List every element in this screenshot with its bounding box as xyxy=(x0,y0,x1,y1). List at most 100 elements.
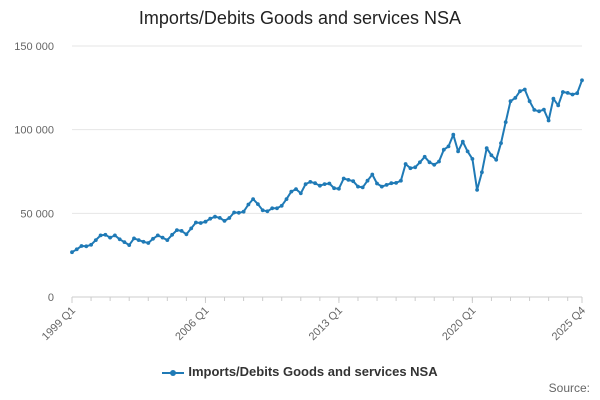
data-point xyxy=(551,96,556,101)
data-point xyxy=(427,160,432,165)
data-point xyxy=(379,184,384,189)
data-point xyxy=(351,179,356,184)
data-point xyxy=(499,141,503,146)
data-point xyxy=(84,244,89,249)
data-point xyxy=(284,197,289,202)
data-point xyxy=(480,170,484,175)
data-point xyxy=(260,208,265,213)
data-point xyxy=(294,187,298,192)
data-point xyxy=(98,233,103,238)
data-point xyxy=(146,241,151,245)
data-point xyxy=(494,157,499,162)
data-point xyxy=(275,206,279,211)
data-point xyxy=(503,120,508,124)
data-point xyxy=(303,182,308,187)
data-point xyxy=(236,210,241,215)
data-point xyxy=(489,153,494,158)
data-point xyxy=(542,107,546,112)
data-point xyxy=(103,232,108,237)
data-point xyxy=(446,144,451,149)
data-point xyxy=(70,250,74,255)
data-point xyxy=(165,238,170,243)
data-point xyxy=(570,92,575,97)
legend[interactable]: Imports/Debits Goods and services NSA xyxy=(0,364,600,379)
data-point xyxy=(89,242,93,247)
legend-label: Imports/Debits Goods and services NSA xyxy=(188,364,438,379)
series-line xyxy=(71,79,583,254)
grid-lines xyxy=(72,45,582,298)
data-point xyxy=(394,181,398,185)
data-point xyxy=(451,132,456,137)
data-point xyxy=(279,203,284,208)
axes xyxy=(71,296,583,303)
data-point xyxy=(341,176,346,181)
data-point xyxy=(198,221,203,225)
data-point xyxy=(270,206,275,211)
data-point xyxy=(437,159,441,164)
data-point xyxy=(441,147,446,152)
data-point xyxy=(475,188,479,192)
data-point xyxy=(432,162,437,167)
data-point xyxy=(370,172,375,177)
data-point xyxy=(298,191,303,196)
data-point xyxy=(232,210,237,215)
data-point xyxy=(141,239,146,244)
series-imports-debits xyxy=(70,78,584,255)
data-point xyxy=(365,178,370,183)
data-point xyxy=(170,232,175,237)
data-point xyxy=(384,183,389,187)
data-point xyxy=(360,185,365,190)
data-point xyxy=(418,160,422,165)
data-point xyxy=(246,202,251,207)
x-tick-label: 2006 Q1 xyxy=(173,305,211,343)
data-point xyxy=(184,232,189,237)
data-point xyxy=(189,226,194,231)
data-point xyxy=(337,186,341,191)
data-point xyxy=(389,181,394,186)
data-point xyxy=(241,209,246,214)
data-point xyxy=(413,165,418,170)
data-point xyxy=(289,189,294,194)
data-point xyxy=(313,181,317,186)
data-point xyxy=(322,182,327,187)
y-tick-label: 50 000 xyxy=(20,208,54,220)
x-tick-label: 1999 Q1 xyxy=(40,305,78,343)
data-point xyxy=(546,118,551,123)
data-point xyxy=(484,146,489,151)
data-point xyxy=(408,166,413,171)
data-point xyxy=(79,244,84,248)
y-tick-label: 150 000 xyxy=(14,41,54,53)
data-point xyxy=(575,91,580,96)
data-point xyxy=(565,91,570,95)
chart-title: Imports/Debits Goods and services NSA xyxy=(138,8,462,28)
data-point xyxy=(179,229,184,233)
y-tick-labels: 0 50 000 100 000 150 000 xyxy=(14,41,54,304)
data-point xyxy=(108,235,112,240)
x-tick-label: 2013 Q1 xyxy=(307,305,345,343)
data-point xyxy=(265,209,270,214)
data-point xyxy=(375,181,379,186)
data-point xyxy=(203,219,208,224)
data-point xyxy=(256,202,260,207)
data-point xyxy=(117,237,122,242)
data-point xyxy=(318,183,322,188)
x-tick-label: 2020 Q1 xyxy=(440,305,478,343)
x-tick-labels: 1999 Q1 2006 Q1 2013 Q1 2020 Q1 2025 Q4 xyxy=(40,305,588,343)
data-point xyxy=(537,109,541,114)
data-point xyxy=(460,139,465,144)
data-point xyxy=(356,184,360,189)
data-point xyxy=(403,162,408,166)
y-tick-label: 100 000 xyxy=(14,125,54,137)
data-point xyxy=(127,243,132,248)
source-label: Source: xyxy=(548,381,590,395)
data-point xyxy=(508,99,513,104)
data-point xyxy=(217,216,222,220)
data-point xyxy=(513,96,518,100)
x-tick-label: 2025 Q4 xyxy=(550,305,588,343)
data-point xyxy=(213,214,217,219)
data-point xyxy=(160,235,165,240)
data-point xyxy=(465,149,470,154)
data-point xyxy=(580,78,584,83)
data-point xyxy=(222,219,227,223)
